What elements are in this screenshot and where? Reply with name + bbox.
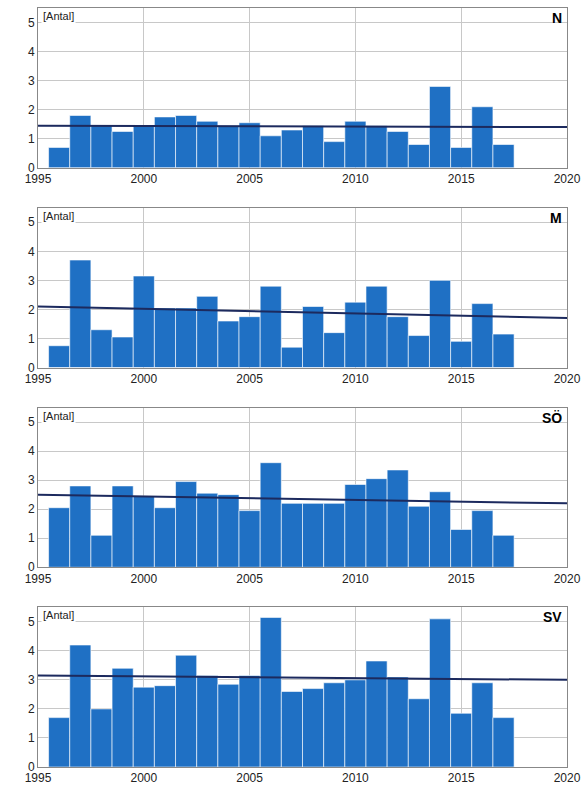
svg-text:2020: 2020: [554, 771, 581, 785]
svg-text:[Antal]: [Antal]: [43, 410, 74, 422]
svg-text:2015: 2015: [448, 771, 475, 785]
svg-text:N: N: [552, 10, 562, 26]
svg-text:2000: 2000: [130, 372, 157, 386]
svg-text:SV: SV: [543, 609, 562, 625]
svg-text:0: 0: [28, 361, 35, 375]
svg-text:2: 2: [28, 303, 35, 317]
svg-text:2000: 2000: [130, 172, 157, 186]
svg-text:2005: 2005: [236, 771, 263, 785]
svg-text:2010: 2010: [342, 572, 369, 586]
svg-text:2010: 2010: [342, 172, 369, 186]
svg-text:2: 2: [28, 502, 35, 516]
svg-text:M: M: [550, 210, 562, 226]
svg-text:4: 4: [28, 444, 35, 458]
svg-text:0: 0: [28, 760, 35, 774]
svg-text:2: 2: [28, 702, 35, 716]
svg-text:0: 0: [28, 560, 35, 574]
svg-text:2005: 2005: [236, 572, 263, 586]
svg-text:1995: 1995: [25, 172, 52, 186]
svg-text:2015: 2015: [448, 572, 475, 586]
svg-text:1: 1: [28, 132, 35, 146]
svg-text:2015: 2015: [448, 172, 475, 186]
svg-text:2020: 2020: [554, 372, 581, 386]
svg-text:2020: 2020: [554, 572, 581, 586]
svg-text:0: 0: [28, 161, 35, 175]
svg-text:5: 5: [28, 16, 35, 30]
svg-text:2000: 2000: [130, 572, 157, 586]
svg-text:3: 3: [28, 74, 35, 88]
svg-text:[Antal]: [Antal]: [43, 210, 74, 222]
svg-text:2020: 2020: [554, 172, 581, 186]
svg-text:5: 5: [28, 615, 35, 629]
svg-text:2010: 2010: [342, 372, 369, 386]
svg-text:2010: 2010: [342, 771, 369, 785]
svg-text:4: 4: [28, 644, 35, 658]
svg-text:[Antal]: [Antal]: [43, 609, 74, 621]
svg-text:5: 5: [28, 415, 35, 429]
svg-text:1: 1: [28, 731, 35, 745]
svg-text:2000: 2000: [130, 771, 157, 785]
svg-text:1: 1: [28, 531, 35, 545]
svg-text:3: 3: [28, 274, 35, 288]
svg-text:[Antal]: [Antal]: [43, 10, 74, 22]
svg-text:4: 4: [28, 245, 35, 259]
svg-text:5: 5: [28, 215, 35, 229]
svg-text:3: 3: [28, 673, 35, 687]
svg-text:2015: 2015: [448, 372, 475, 386]
svg-text:4: 4: [28, 45, 35, 59]
svg-text:1995: 1995: [25, 372, 52, 386]
svg-text:1995: 1995: [25, 771, 52, 785]
svg-text:1995: 1995: [25, 572, 52, 586]
svg-text:3: 3: [28, 473, 35, 487]
svg-text:SÖ: SÖ: [542, 410, 562, 426]
svg-text:2: 2: [28, 103, 35, 117]
svg-text:2005: 2005: [236, 372, 263, 386]
svg-text:2005: 2005: [236, 172, 263, 186]
svg-text:1: 1: [28, 332, 35, 346]
